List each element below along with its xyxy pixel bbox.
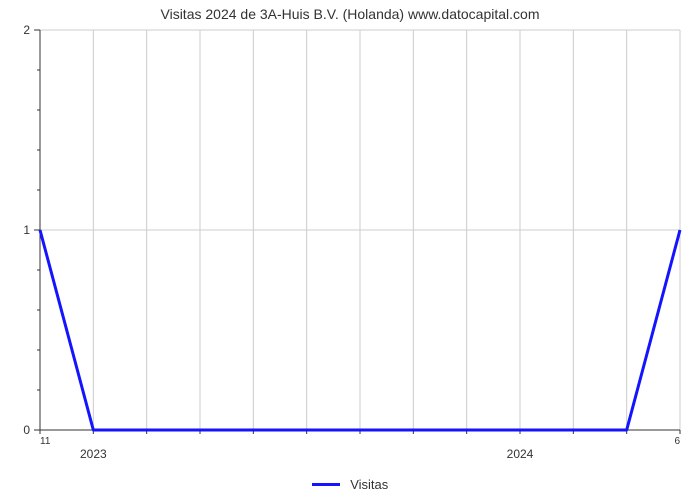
svg-text:2: 2 <box>23 23 30 37</box>
legend-label: Visitas <box>350 477 388 492</box>
svg-text:2024: 2024 <box>507 447 534 461</box>
svg-text:0: 0 <box>23 423 30 437</box>
chart-title: Visitas 2024 de 3A-Huis B.V. (Holanda) w… <box>0 6 700 22</box>
svg-text:1: 1 <box>23 223 30 237</box>
svg-text:6: 6 <box>674 436 680 447</box>
svg-text:2023: 2023 <box>80 447 107 461</box>
legend-swatch <box>312 483 340 486</box>
chart-svg: 0 1 2 11 6 2023 2024 <box>0 0 700 500</box>
legend: Visitas <box>0 476 700 494</box>
svg-text:11: 11 <box>40 436 51 447</box>
chart-container: Visitas 2024 de 3A-Huis B.V. (Holanda) w… <box>0 0 700 500</box>
